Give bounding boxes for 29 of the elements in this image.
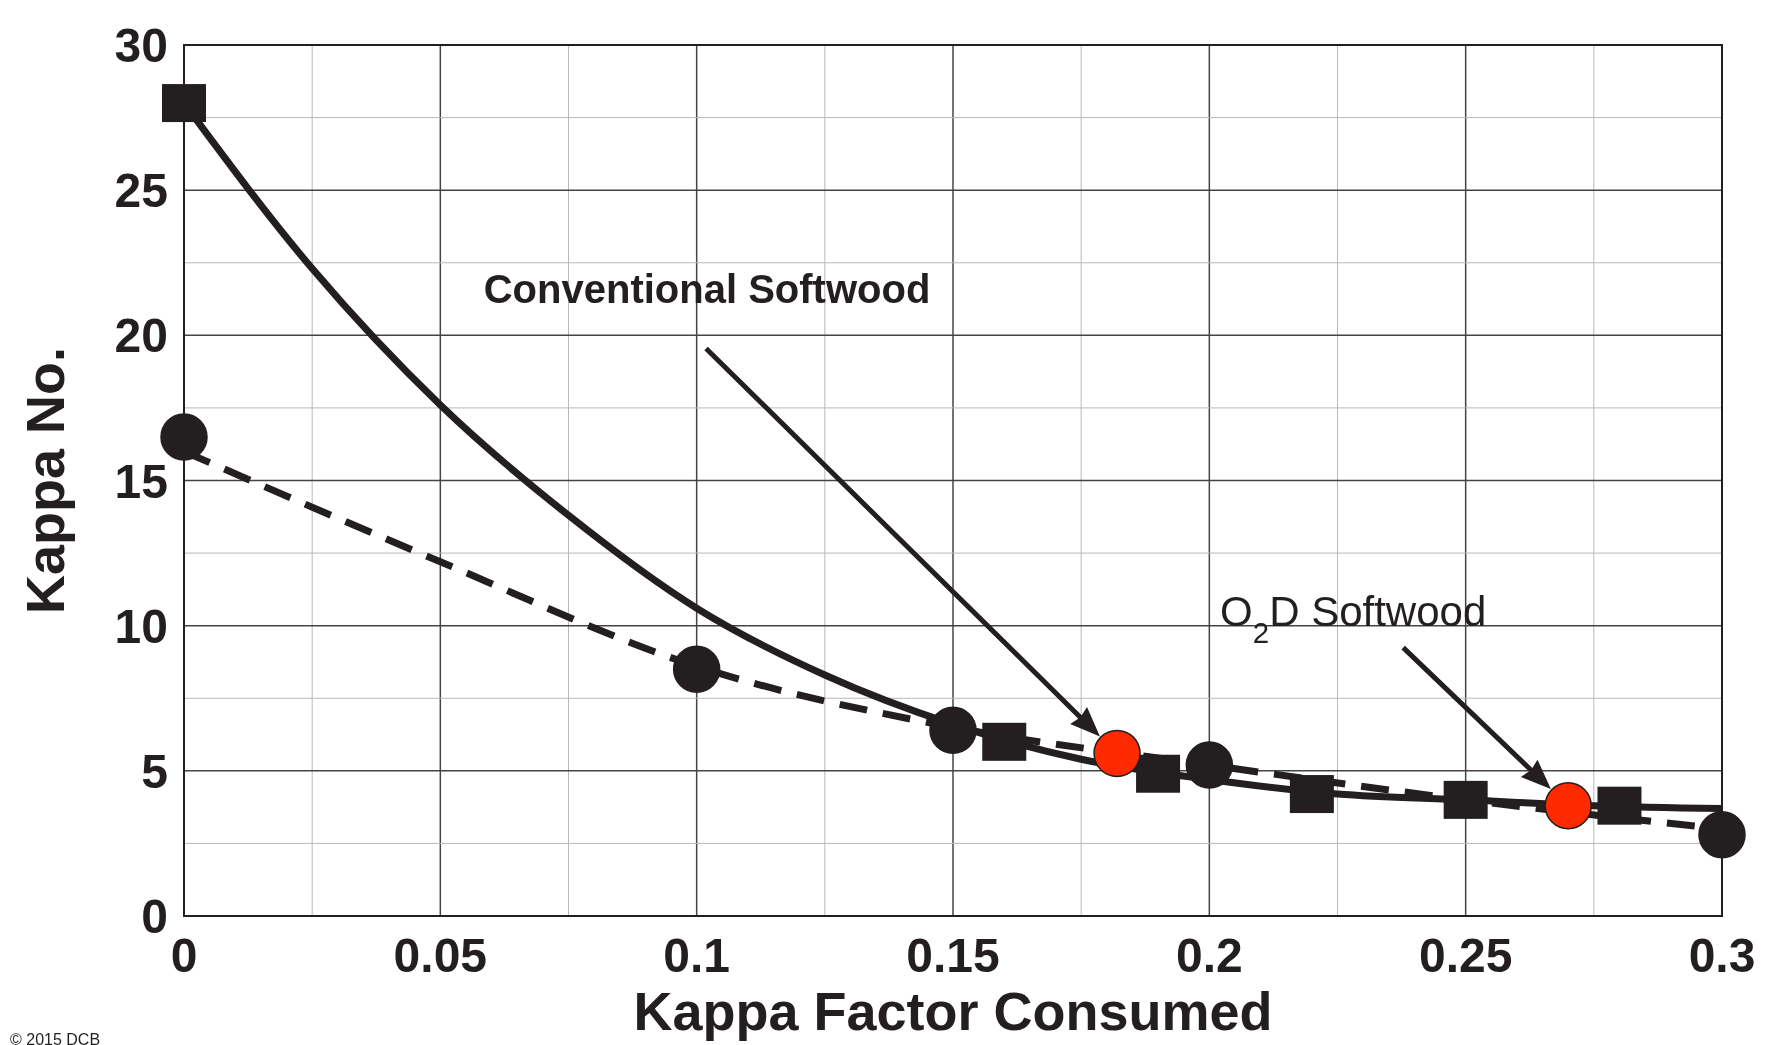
- point: [160, 413, 208, 461]
- point: [1093, 729, 1141, 778]
- point: [162, 84, 206, 123]
- point: [672, 645, 721, 693]
- point: [1544, 781, 1592, 830]
- text: © 2015 DCB: [10, 1031, 101, 1045]
- x-tick-label: 0.25: [1418, 929, 1513, 982]
- y-tick-label: 30: [114, 19, 168, 72]
- y-tick-label: 15: [114, 454, 168, 508]
- x-tick-label: 0.3: [1688, 929, 1756, 982]
- x-tick-label: 0.15: [906, 929, 1000, 982]
- point: [1698, 810, 1746, 859]
- y-tick-label: 0: [141, 890, 168, 943]
- x-tick-label: 0.2: [1175, 929, 1243, 982]
- x-tick-label: 0.05: [393, 929, 488, 982]
- point: [1289, 775, 1334, 814]
- point: [1185, 741, 1234, 789]
- y-axis-title: Kappa No.: [15, 346, 75, 615]
- y-tick-label: 25: [114, 164, 168, 218]
- x-tick-label: 0.1: [663, 929, 731, 982]
- y-tick-label: 10: [114, 599, 168, 653]
- point: [1443, 780, 1488, 819]
- y-tick-label: 5: [141, 744, 168, 798]
- point: [929, 706, 977, 754]
- y-tick-label: 20: [114, 309, 168, 363]
- point: [1597, 786, 1642, 825]
- point: [982, 722, 1027, 761]
- point: [1136, 754, 1181, 793]
- x-axis-title: Kappa Factor Consumed: [633, 981, 1273, 1041]
